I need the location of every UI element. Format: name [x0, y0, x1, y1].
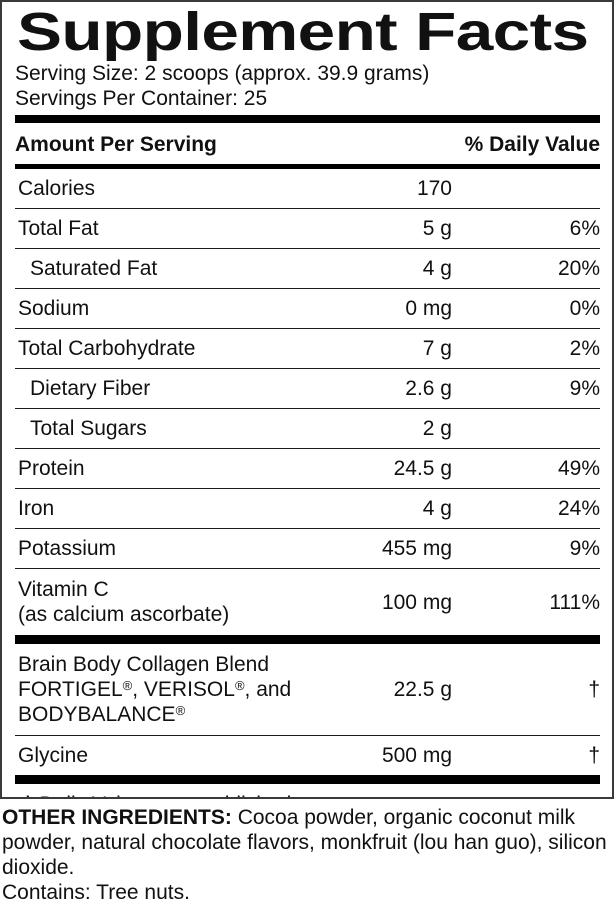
nutrient-amount: 455 mg [381, 537, 452, 560]
nutrient-daily-value: 111% [549, 590, 600, 614]
nutrient-daily-value: 6% [569, 217, 600, 240]
nutrient-row-saturated-fat: Saturated Fat 4 g 20% [15, 249, 600, 289]
nutrient-daily-value: 9% [569, 377, 600, 400]
nutrient-amount: 7 g [422, 337, 452, 360]
nutrient-row-iron: Iron 4 g 24% [15, 489, 600, 529]
nutrient-daily-value: † [588, 744, 600, 767]
nutrient-amount: 100 mg [381, 590, 452, 614]
nutrient-row-sodium: Sodium 0 mg 0% [15, 289, 600, 329]
nutrient-name: Calories [18, 177, 96, 200]
nutrient-rows: Calories 170 Total Fat 5 g 6% Saturated Fat 4 … [15, 169, 600, 635]
nutrient-row-glycine: Glycine 500 mg † [15, 736, 600, 775]
servings-per-container: Servings Per Container: 25 [15, 87, 268, 110]
nutrient-amount: 2.6 g [405, 377, 452, 400]
nutrient-daily-value: 2% [569, 337, 600, 360]
nutrient-row-calories: Calories 170 [15, 169, 600, 209]
nutrient-amount: 4 g [422, 257, 452, 280]
nutrient-daily-value: 9% [569, 537, 600, 560]
nutrient-name: Glycine [18, 744, 89, 767]
nutrient-row-brain-body-collagen-blend: Brain Body Collagen Blend FORTIGEL®, VERI… [15, 644, 600, 736]
other-ingredients-label: OTHER INGREDIENTS: [2, 806, 232, 829]
nutrient-name: Total Sugars [30, 417, 147, 440]
nutrient-daily-value: 24% [557, 497, 600, 520]
nutrient-row-total-sugars: Total Sugars 2 g [15, 409, 600, 449]
nutrient-row-vitamin-c: Vitamin C (as calcium ascorbate) 100 mg 111… [15, 569, 600, 635]
nutrient-name: Saturated Fat [30, 257, 158, 280]
serving-info: Serving Size: 2 scoops (approx. 39.9 gra… [15, 61, 600, 111]
nutrient-name: Dietary Fiber [30, 377, 151, 400]
nutrient-amount: 5 g [422, 217, 452, 240]
divider-bar-blend [15, 635, 600, 644]
nutrient-amount: 170 [416, 177, 452, 200]
nutrient-amount: 24.5 g [393, 457, 452, 480]
other-ingredients-text: Cocoa powder, organic coconut milk powde… [2, 806, 607, 879]
divider-bar-footnote [15, 775, 600, 784]
nutrient-amount: 2 g [422, 417, 452, 440]
divider-bar-thick-top [15, 115, 600, 123]
nutrient-name: Potassium [18, 537, 117, 560]
divider-bar-header [15, 164, 600, 169]
nutrient-daily-value: † [588, 678, 600, 701]
nutrient-daily-value: 20% [557, 257, 600, 280]
nutrient-amount: 500 mg [381, 744, 452, 767]
nutrient-row-total-fat: Total Fat 5 g 6% [15, 209, 600, 249]
nutrient-amount: 0 mg [405, 297, 452, 320]
nutrient-row-potassium: Potassium 455 mg 9% [15, 529, 600, 569]
table-header: Amount Per Serving % Daily Value [15, 123, 600, 164]
supplement-facts-panel: Supplement Facts Serving Size: 2 scoops … [0, 0, 614, 799]
nutrient-row-total-carbohydrate: Total Carbohydrate 7 g 2% [15, 329, 600, 369]
nutrient-name: Brain Body Collagen Blend FORTIGEL®, VERI… [18, 653, 292, 726]
nutrient-daily-value: 49% [557, 457, 600, 480]
panel-title: Supplement Facts [17, 2, 589, 62]
nutrient-amount: 4 g [422, 497, 452, 520]
other-ingredients: OTHER INGREDIENTS: Cocoa powder, organic… [2, 805, 613, 905]
nutrient-name: Iron [18, 497, 55, 520]
nutrient-row-protein: Protein 24.5 g 49% [15, 449, 600, 489]
nutrient-daily-value: 0% [569, 297, 600, 320]
serving-size: Serving Size: 2 scoops (approx. 39.9 gra… [15, 62, 430, 85]
daily-value-label: % Daily Value [464, 133, 600, 156]
nutrient-name: Total Fat [18, 217, 99, 240]
amount-per-serving-label: Amount Per Serving [15, 133, 217, 156]
nutrient-name: Vitamin C (as calcium ascorbate) [18, 578, 230, 626]
nutrient-amount: 22.5 g [393, 678, 452, 701]
nutrient-row-dietary-fiber: Dietary Fiber 2.6 g 9% [15, 369, 600, 409]
nutrient-name: Sodium [18, 297, 90, 320]
nutrient-name: Protein [18, 457, 85, 480]
nutrient-name: Total Carbohydrate [18, 337, 196, 360]
blend-rows: Brain Body Collagen Blend FORTIGEL®, VERI… [15, 644, 600, 775]
daily-value-footnote: † Daily Value not established. [15, 784, 600, 797]
allergen-statement: Contains: Tree nuts. [2, 881, 190, 904]
